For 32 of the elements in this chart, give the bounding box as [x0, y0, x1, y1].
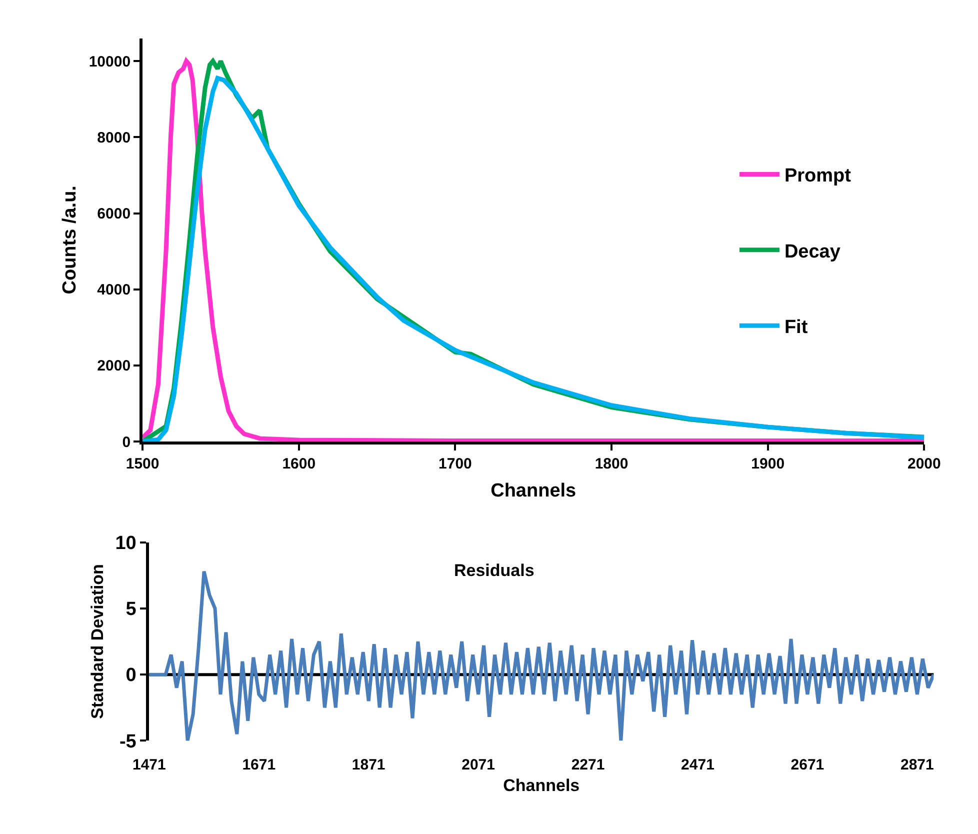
- x-tick-label: 2871: [900, 756, 934, 774]
- x-tick-label: 1900: [751, 456, 785, 473]
- legend-label: Fit: [784, 317, 808, 338]
- y-tick-label: 10: [115, 532, 136, 554]
- x-tick-label: 1800: [594, 456, 628, 473]
- y-tick-label: 4000: [97, 282, 131, 299]
- x-tick-label: 1471: [132, 756, 166, 774]
- legend-label: Decay: [784, 241, 841, 262]
- x-tick-label: 1600: [282, 456, 316, 473]
- y-tick-label: 0: [126, 665, 136, 686]
- text: Residuals: [454, 561, 534, 580]
- y-axis-title: Counts /a.u.: [60, 186, 81, 294]
- x-tick-label: 1500: [126, 456, 160, 473]
- x-tick-label: 2271: [571, 756, 605, 774]
- y-tick-label: 2000: [97, 358, 131, 375]
- x-tick-label: 1700: [438, 456, 472, 473]
- x-tick-label: 1871: [352, 756, 386, 774]
- x-tick-label: 2071: [462, 756, 495, 774]
- x-tick-label: 2471: [681, 756, 714, 774]
- y-axis-title: Standard Deviation: [88, 564, 107, 719]
- x-tick-label: 2671: [790, 756, 824, 774]
- y-tick-label: 0: [122, 434, 131, 451]
- y-tick-label: 10000: [88, 53, 131, 70]
- y-tick-label: -5: [119, 731, 137, 752]
- y-tick-label: 8000: [97, 129, 131, 146]
- y-tick-label: 5: [126, 599, 137, 620]
- x-axis-title: Channels: [503, 776, 580, 796]
- y-tick-label: 6000: [97, 206, 131, 223]
- x-axis-title: Channels: [490, 480, 576, 502]
- x-tick-label: 2000: [907, 456, 941, 473]
- legend-label: Prompt: [784, 166, 852, 187]
- x-tick-label: 1671: [242, 756, 276, 774]
